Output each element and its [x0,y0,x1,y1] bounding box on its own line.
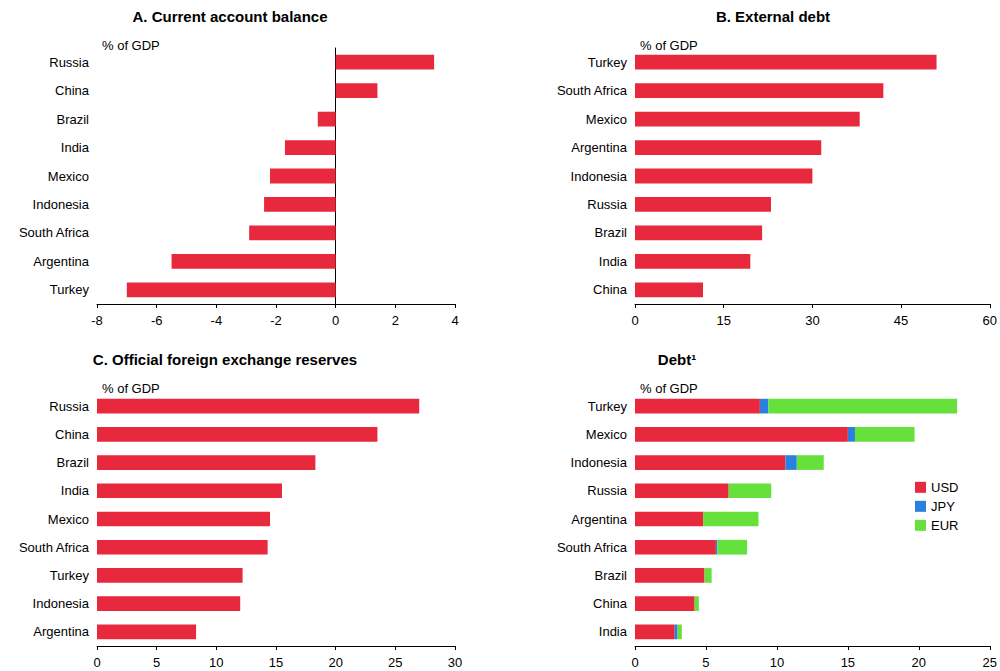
svg-text:45: 45 [894,313,908,328]
svg-text:Russia: Russia [49,399,90,414]
svg-text:10: 10 [209,655,223,670]
svg-text:China: China [55,83,90,98]
svg-text:Turkey: Turkey [588,55,628,70]
svg-text:South Africa: South Africa [19,540,90,555]
svg-text:Argentina: Argentina [571,512,627,527]
svg-text:Mexico: Mexico [586,427,627,442]
svg-text:Turkey: Turkey [588,399,628,414]
svg-text:India: India [599,254,628,269]
svg-text:India: India [599,624,628,639]
svg-text:Russia: Russia [49,55,90,70]
svg-text:Turkey: Turkey [50,282,90,297]
svg-text:Brazil: Brazil [594,225,627,240]
svg-text:4: 4 [451,313,458,328]
svg-text:5: 5 [702,655,709,670]
svg-text:15: 15 [841,655,855,670]
svg-text:Indonesia: Indonesia [33,197,90,212]
svg-text:0: 0 [93,655,100,670]
svg-text:30: 30 [805,313,819,328]
svg-text:China: China [593,282,628,297]
svg-text:0: 0 [631,655,638,670]
svg-text:Argentina: Argentina [33,624,89,639]
svg-text:Debt¹: Debt¹ [658,351,696,368]
svg-text:Argentina: Argentina [571,140,627,155]
svg-text:EUR: EUR [931,518,958,533]
svg-text:South Africa: South Africa [557,83,628,98]
svg-text:% of GDP: % of GDP [102,381,160,396]
svg-text:% of GDP: % of GDP [640,381,698,396]
svg-text:A. Current account balance: A. Current account balance [132,8,327,25]
svg-text:30: 30 [448,655,462,670]
svg-text:Indonesia: Indonesia [33,596,90,611]
svg-text:-4: -4 [211,313,223,328]
svg-text:5: 5 [153,655,160,670]
svg-text:India: India [61,140,90,155]
svg-text:20: 20 [912,655,926,670]
svg-text:South Africa: South Africa [557,540,628,555]
svg-text:15: 15 [269,655,283,670]
svg-text:Russia: Russia [587,197,628,212]
svg-text:Mexico: Mexico [48,512,89,527]
svg-text:60: 60 [983,313,997,328]
svg-text:0: 0 [631,313,638,328]
svg-text:25: 25 [983,655,997,670]
svg-text:China: China [593,596,628,611]
svg-text:10: 10 [770,655,784,670]
svg-text:Argentina: Argentina [33,254,89,269]
svg-text:% of GDP: % of GDP [640,38,698,53]
svg-text:0: 0 [332,313,339,328]
svg-text:B. External debt: B. External debt [716,8,830,25]
svg-text:Brazil: Brazil [56,112,89,127]
svg-text:-8: -8 [91,313,103,328]
svg-text:India: India [61,483,90,498]
svg-text:Indonesia: Indonesia [571,455,628,470]
svg-text:20: 20 [328,655,342,670]
svg-text:South Africa: South Africa [19,225,90,240]
svg-text:Russia: Russia [587,483,628,498]
svg-text:Brazil: Brazil [594,568,627,583]
svg-text:C. Official foreign exchange r: C. Official foreign exchange reserves [93,351,357,368]
svg-text:Mexico: Mexico [586,112,627,127]
svg-text:25: 25 [388,655,402,670]
svg-text:Mexico: Mexico [48,169,89,184]
svg-text:Turkey: Turkey [50,568,90,583]
svg-text:China: China [55,427,90,442]
svg-text:15: 15 [716,313,730,328]
svg-text:2: 2 [392,313,399,328]
svg-text:Brazil: Brazil [56,455,89,470]
svg-text:JPY: JPY [931,499,955,514]
svg-text:% of GDP: % of GDP [102,38,160,53]
svg-text:USD: USD [931,480,958,495]
svg-text:-2: -2 [270,313,282,328]
svg-text:Indonesia: Indonesia [571,169,628,184]
svg-text:-6: -6 [151,313,163,328]
